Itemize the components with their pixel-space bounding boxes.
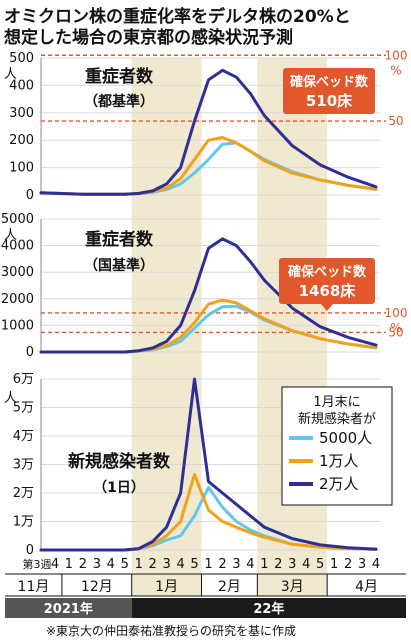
week-label: 3 [162,557,170,572]
week-label: 1 [260,557,268,572]
week-label: 2 [218,557,226,572]
y-tick-label: 1万 [13,515,34,530]
capacity-callout-box [279,258,375,304]
chart-title-line1: オミクロン株の重症化率をデルタ株の20%と [4,6,351,27]
y-tick-label: 0 [26,345,34,360]
legend-title: 新規感染者が [298,411,376,427]
y-tick-label: 1000 [1,318,34,333]
week-label: 3 [288,557,296,572]
y-tick-label: 5000 [1,212,34,227]
legend-label: 5000人 [319,429,372,447]
year-bar-2022 [131,598,406,618]
y-tick-label: 400 [9,78,34,93]
month-label: 2月 [218,579,241,595]
y-tick-label: 2000 [1,292,34,307]
month-label: 12月 [81,579,113,595]
month-label: 4月 [355,579,378,595]
capacity-pct-unit: % [390,63,401,77]
week-label: 3 [358,557,366,572]
legend-label: 1万人 [319,452,359,470]
week-label: 1 [330,557,338,572]
week-label: 3 [232,557,240,572]
source-note: ※東京大の仲田泰祐准教授らの研究を基に作成 [46,623,296,638]
capacity-value: 1468床 [299,282,357,300]
y-tick-label: 2万 [13,486,34,501]
week-label: 4 [176,557,184,572]
month-cell-shade [131,574,202,596]
y-tick-label: 3000 [1,265,34,280]
panel-sublabel: （国基準） [84,257,154,274]
y-unit-label: 人 [4,228,17,243]
capacity-pct-label: 100 [385,306,408,320]
y-tick-label: 100 [9,161,34,176]
week-label: 1 [135,557,143,572]
month-label: 11月 [18,579,50,595]
panel-label: 新規感染者数 [68,451,171,472]
capacity-callout-pointer [321,304,333,311]
week-label: 3 [93,557,101,572]
panel-sublabel: （1日） [93,480,145,496]
year-bar-2021 [5,598,132,618]
legend-label: 2万人 [319,475,359,493]
week-label: 2 [344,557,352,572]
month-label: 3月 [281,579,304,595]
y-tick-label: 4000 [1,239,34,254]
y-tick-label: 0 [26,543,34,558]
y-tick-label: 4万 [13,429,34,444]
capacity-pct-label: 50 [388,114,403,128]
capacity-value: 510床 [306,92,353,110]
y-unit-label: 人 [4,391,17,406]
series-line [39,68,378,196]
capacity-pct-unit: % [390,321,401,335]
week-label: 4 [107,557,115,572]
y-tick-label: 0 [26,188,34,203]
legend-title: 1月末に [313,395,360,410]
y-tick-label: 500 [9,51,34,66]
y-tick-label: 6万 [13,372,34,387]
y-unit-label: 人 [4,67,17,82]
month-cell-shade [257,574,328,596]
week-label: 1 [204,557,212,572]
series-line [39,237,378,354]
year-label: 2021年 [44,601,93,617]
panel-sublabel: （都基準） [84,93,154,110]
capacity-callout-box [283,68,375,114]
panel-label: 重症者数 [85,66,154,87]
week-label: 5 [190,557,198,572]
y-tick-label: 200 [9,133,34,148]
week-label: 4 [246,557,254,572]
week-label: 4 [372,557,380,572]
week-label: 5 [316,557,324,572]
capacity-pct-label: 50 [388,325,403,339]
week-label: 2 [149,557,157,572]
week-label: 第3週 [23,557,52,571]
week-label: 1 [65,557,73,572]
chart-title-line2: 想定した場合の東京都の感染状況予測 [4,27,293,48]
panel-label: 重症者数 [85,229,154,250]
week-label: 4 [302,557,310,572]
week-label: 4 [51,557,59,572]
week-label: 2 [79,557,87,572]
y-tick-label: 3万 [13,458,34,473]
chart-panel-2: 0 1000 2000 3000 4000 5000人 重症者数 （国基準） 100%50 確保ベ… [1,212,408,360]
capacity-pct-label: 100 [385,48,408,62]
y-tick-label: 300 [9,106,34,121]
month-label: 1月 [155,579,178,595]
series-line [39,377,378,552]
week-label: 2 [274,557,282,572]
capacity-label: 確保ベッド数 [290,74,369,90]
week-label: 5 [121,557,129,572]
capacity-label: 確保ベッド数 [288,264,367,280]
y-tick-label: 5万 [13,401,34,416]
year-label: 22年 [253,601,284,617]
